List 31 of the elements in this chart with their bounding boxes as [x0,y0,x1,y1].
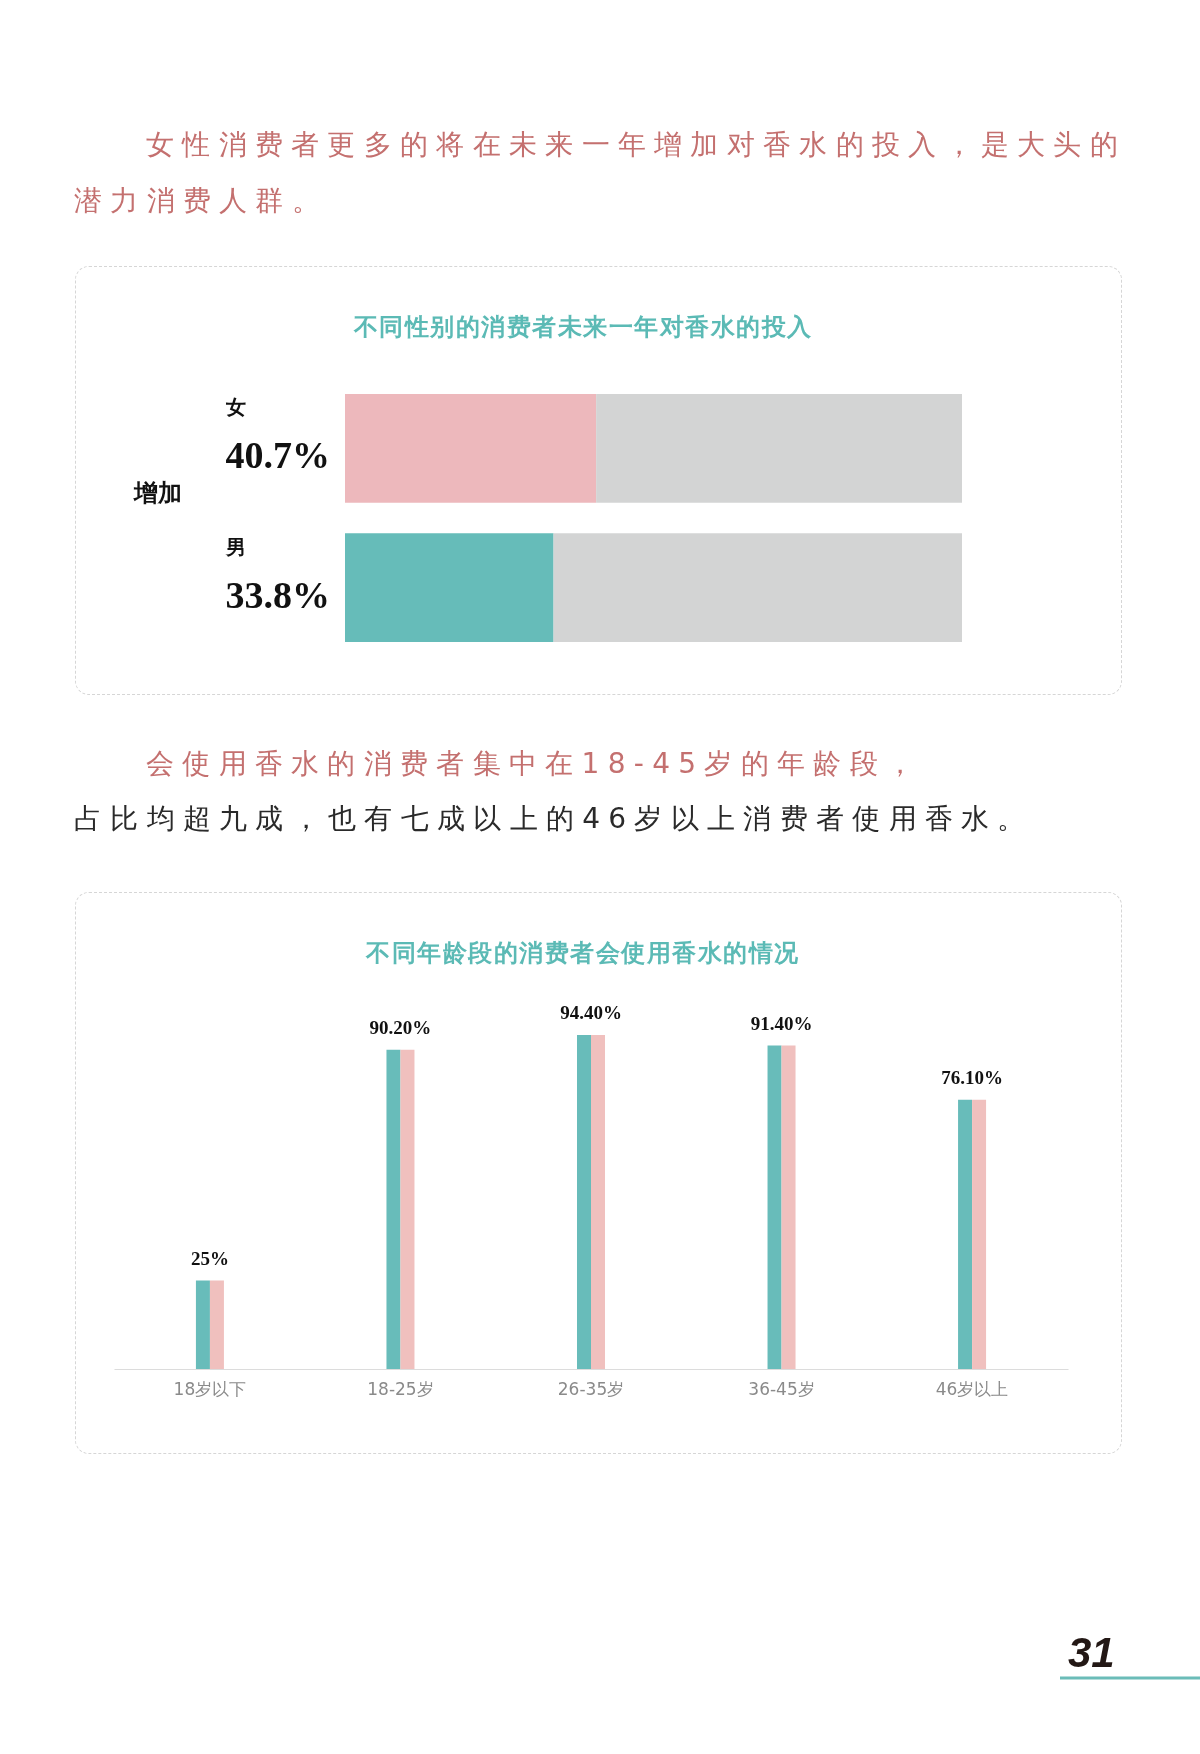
bar [400,1049,415,1369]
text: 31 [1068,1629,1115,1677]
x-tick-label: 18-25岁 [367,1378,434,1399]
bar [195,1280,210,1369]
bar [958,1099,973,1369]
bar [577,1035,591,1369]
text: 会使用香水的消费者集中在18-45岁的年龄段， [145,746,924,782]
y-axis-title: 增加 [132,478,182,507]
y-tick-label: 女 [224,395,246,420]
x-tick-label: 46岁以上 [935,1378,1009,1399]
data-label: 94.40% [560,1002,622,1023]
x-tick-label: 18岁以下 [173,1378,247,1399]
bar [591,1035,605,1369]
data-label: 90.20% [369,1016,432,1038]
bar [767,1045,782,1369]
data-label: 91.40% [750,1012,813,1034]
x-tick-label: 26-35岁 [557,1378,625,1399]
data-label: 76.10% [941,1066,1003,1088]
x-tick-label: 36-45岁 [748,1378,815,1399]
data-label: 25% [190,1247,229,1269]
bar [972,1099,987,1369]
chart-title: 不同年龄段的消费者会使用香水的情况 [366,938,800,968]
text: 占比均超九成，也有七成以上的46岁以上消费者使用香水。 [74,801,1035,837]
text: 女性消费者更多的将在未来一年增加对香水的投入，是大头的潜力消费人群。 [74,127,1128,219]
data-label: 33.8% [225,573,330,616]
bar [781,1045,796,1369]
chart-title: 不同性别的消费者未来一年对香水的投入 [353,312,813,342]
bar [209,1280,224,1369]
bar [386,1049,401,1369]
y-tick-label: 男 [224,534,246,559]
data-label: 40.7% [225,434,330,477]
